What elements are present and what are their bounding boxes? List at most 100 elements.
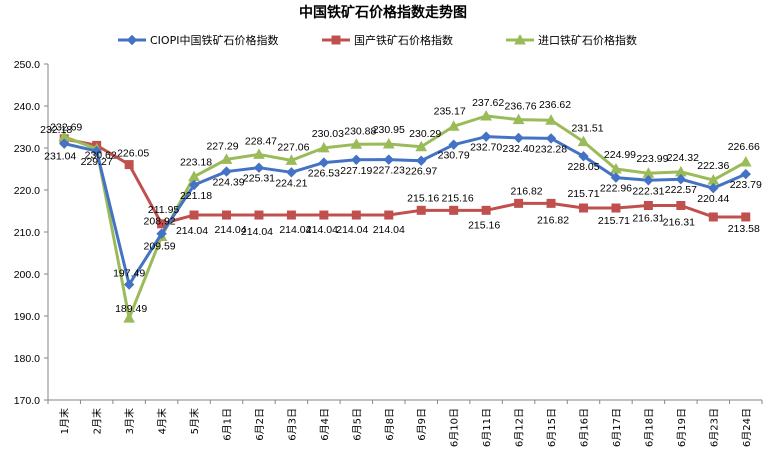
data-point [578,150,589,162]
x-tick-label: 6月18日 [643,408,655,447]
legend-marker [331,35,341,45]
data-point [384,210,394,220]
data-point [579,203,588,213]
data-label: 232.69 [50,122,82,134]
data-label: 214.04 [373,224,405,236]
data-label: 230.88 [344,125,376,137]
x-tick-label: 6月4日 [319,408,331,441]
data-point [382,137,395,149]
data-label: 232.40 [503,143,535,155]
data-label: 224.32 [667,152,699,164]
data-label: 221.18 [180,190,212,202]
data-point [708,182,719,194]
x-tick-label: 6月3日 [286,408,298,441]
data-point [383,154,394,165]
legend-label: 进口铁矿石价格指数 [538,33,637,47]
data-labels-0: 231.04 229.27 197.49 209.59 221.18224.39225.… [44,142,762,280]
data-label: 226.66 [728,141,760,153]
legend-item-0: CIOPI中国铁矿石价格指数 [118,33,278,47]
data-label: 230.29 [409,128,441,140]
x-tick-label: 2月末 [91,408,104,434]
data-label: 224.39 [212,177,244,189]
data-point [157,219,167,229]
x-tick-label: 6月15日 [546,408,558,447]
data-label: 215.16 [442,192,474,204]
data-label: 214.04 [306,224,338,236]
data-label: 228.47 [245,135,277,147]
series-0 [59,131,751,290]
y-tick-label: 200.0 [14,269,40,281]
data-label: 215.71 [567,188,599,200]
data-point [740,168,751,180]
data-point [480,131,492,142]
data-label: 237.62 [472,97,504,109]
data-point [188,179,200,191]
data-point [643,200,653,210]
x-tick-label: 6月16日 [579,408,591,447]
data-label: 232.70 [470,142,502,154]
data-point [676,200,686,210]
data-point [577,135,590,147]
data-point [318,157,330,168]
data-point [415,140,428,152]
data-label: 216.82 [537,214,569,226]
data-point [546,198,556,208]
data-label: 216.82 [511,185,543,197]
x-tick-label: 3月末 [123,408,136,434]
data-point [220,153,233,164]
data-label: 226.05 [117,148,149,160]
data-label-layer: 231.04 229.27 197.49 209.59 221.18224.39225.… [40,97,762,315]
data-label: 230.03 [312,128,344,140]
data-point [351,154,362,166]
data-label: 223.79 [730,179,762,191]
data-label: 235.17 [434,105,466,117]
y-tick-label: 250.0 [14,59,40,71]
data-point [318,141,330,153]
data-label: 209.59 [144,241,176,253]
y-tick-label: 230.0 [14,143,40,155]
y-tick-label: 190.0 [14,311,40,323]
data-label: 220.44 [697,193,729,205]
data-label: 230.79 [438,150,470,162]
data-label: 226.53 [308,168,340,180]
data-label: 231.04 [44,151,76,163]
data-label: 214.04 [241,226,273,238]
data-point [254,210,264,220]
data-point [253,162,265,173]
data-point [286,210,296,220]
x-tick-label: 6月12日 [514,408,526,447]
data-point [222,210,231,220]
legend: CIOPI中国铁矿石价格指数 国产铁矿石价格指数 进口铁矿石价格指数 [118,33,637,47]
data-point [611,203,621,213]
axes: 170.0 180.0 190.0 200.0 210.0 220.0 230.0 240.0… [14,59,763,447]
data-label: 189.49 [115,303,147,315]
data-point [221,166,232,177]
data-label: 222.31 [632,185,664,197]
data-point [59,138,70,149]
data-label: 223.18 [180,157,212,169]
data-point [513,132,524,144]
data-label: 215.16 [407,192,439,204]
data-label: 214.04 [336,224,368,236]
legend-label: 国产铁矿石价格指数 [354,33,453,47]
data-label: 222.36 [697,160,729,172]
data-label: 230.62 [85,149,117,161]
data-point [286,167,297,178]
data-label: 227.06 [277,141,309,153]
data-label: 227.19 [340,165,372,177]
data-label: 232.28 [535,143,567,155]
x-tick-label: 6月2日 [254,408,266,441]
legend-item-1: 国产铁矿石价格指数 [322,33,453,47]
y-tick-label: 210.0 [14,227,40,239]
y-tick-label: 170.0 [14,395,40,407]
x-tick-label: 1月末 [58,408,71,434]
data-label: 215.16 [468,219,500,231]
y-tick-label: 240.0 [14,101,40,113]
data-label: 215.71 [598,215,630,227]
data-label: 223.99 [636,153,668,165]
y-tick-label: 220.0 [14,185,40,197]
x-tick-label: 6月9日 [416,408,428,441]
data-point [480,109,492,121]
